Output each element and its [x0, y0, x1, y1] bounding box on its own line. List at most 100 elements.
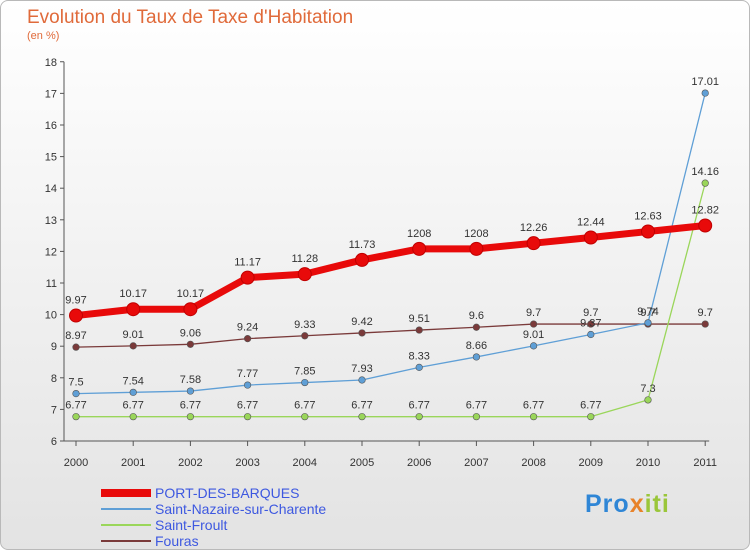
legend: PORT-DES-BARQUES Saint-Nazaire-sur-Charen… [101, 485, 326, 549]
legend-label: Saint-Nazaire-sur-Charente [155, 501, 327, 517]
y-tick-label: 17 [45, 88, 57, 100]
legend-swatch [101, 508, 151, 510]
data-point [126, 302, 141, 317]
data-label: 8.33 [408, 350, 429, 362]
data-point [415, 363, 423, 371]
data-label: 11.73 [349, 239, 376, 251]
data-label: 11.28 [291, 253, 318, 265]
data-label: 6.77 [580, 400, 601, 412]
data-point [412, 241, 427, 256]
data-point [644, 396, 652, 404]
legend-item: Fouras [101, 533, 326, 549]
y-tick-label: 14 [45, 183, 57, 195]
legend-label: PORT-DES-BARQUES [155, 485, 300, 501]
x-tick-label: 2011 [693, 457, 717, 469]
data-label: 6.77 [294, 400, 315, 412]
legend-swatch [101, 540, 151, 542]
data-label: 9.7 [583, 307, 598, 319]
data-point [301, 332, 309, 340]
series-line [76, 182, 706, 418]
y-tick-label: 9 [51, 341, 57, 353]
y-tick-label: 16 [45, 120, 57, 132]
data-point [297, 267, 312, 282]
data-label: 9.01 [122, 329, 143, 341]
data-point [644, 319, 652, 327]
data-point [358, 329, 366, 337]
legend-swatch [101, 524, 151, 526]
data-label: 12.26 [520, 222, 548, 234]
data-label: 6.77 [122, 400, 143, 412]
data-label: 6.77 [408, 400, 429, 412]
data-point [701, 89, 709, 97]
data-label: 9.37 [580, 318, 601, 330]
data-point [240, 270, 255, 285]
data-point [72, 343, 80, 351]
data-label: 7.5 [68, 377, 83, 389]
data-label: 7.58 [180, 374, 201, 386]
data-point [469, 241, 484, 256]
data-point [301, 413, 309, 421]
data-point [244, 381, 252, 389]
data-point [701, 179, 709, 187]
y-tick-label: 8 [51, 373, 57, 385]
data-point [301, 378, 309, 387]
data-point [701, 320, 709, 328]
data-point [355, 252, 369, 267]
y-tick-label: 10 [45, 310, 57, 322]
x-tick-label: 2000 [64, 457, 88, 469]
data-point [472, 353, 481, 361]
data-label: 6.77 [351, 400, 372, 412]
data-label: 9.7 [526, 307, 541, 319]
data-label: 6.77 [237, 400, 258, 412]
data-label: 11.17 [234, 257, 261, 269]
data-label: 17.01 [691, 76, 719, 88]
data-point [415, 326, 423, 334]
data-label: 8.66 [466, 340, 487, 352]
y-tick-label: 11 [46, 278, 57, 290]
data-point [529, 320, 538, 328]
legend-item: Saint-Froult [101, 517, 326, 533]
series-line [75, 323, 706, 348]
data-label: 9.06 [180, 327, 201, 339]
data-label: 6.77 [523, 400, 544, 412]
chart-title: Evolution du Taux de Taxe d'Habitation [27, 7, 354, 28]
data-point [358, 376, 366, 384]
data-label: 6.77 [180, 400, 201, 412]
data-label: 9.01 [523, 329, 544, 341]
data-label: 9.7 [698, 307, 713, 319]
data-label: 12.44 [577, 216, 605, 228]
data-point [587, 330, 595, 339]
series-line [75, 92, 706, 395]
y-tick-label: 13 [45, 215, 57, 227]
y-tick-label: 7 [51, 404, 57, 416]
data-label: 9.42 [351, 316, 372, 328]
data-label: 12.63 [634, 210, 662, 222]
data-label: 1208 [464, 228, 488, 240]
data-label: 9.51 [408, 313, 429, 325]
data-label: 1208 [407, 228, 431, 240]
data-label: 9.97 [65, 295, 86, 307]
data-point [583, 230, 598, 245]
y-tick-label: 15 [45, 152, 57, 164]
data-point [529, 413, 538, 421]
x-tick-label: 2003 [235, 457, 259, 469]
data-label: 9.6 [469, 310, 484, 322]
data-point [526, 236, 541, 251]
data-point [358, 413, 366, 421]
data-label: 9.24 [237, 322, 258, 334]
legend-item: PORT-DES-BARQUES [101, 485, 326, 501]
x-tick-label: 2001 [121, 457, 145, 469]
x-tick-label: 2009 [579, 457, 603, 469]
legend-swatch [101, 489, 151, 497]
y-tick-label: 18 [45, 57, 57, 69]
proxiti-logo: Proxiti [585, 490, 670, 518]
data-label: 14.16 [691, 166, 719, 178]
data-point [472, 413, 481, 421]
data-label: 7.77 [237, 368, 258, 380]
legend-item: Saint-Nazaire-sur-Charente [101, 501, 326, 517]
data-point [244, 413, 252, 421]
data-point [641, 224, 655, 239]
data-label: 9.33 [294, 319, 315, 331]
